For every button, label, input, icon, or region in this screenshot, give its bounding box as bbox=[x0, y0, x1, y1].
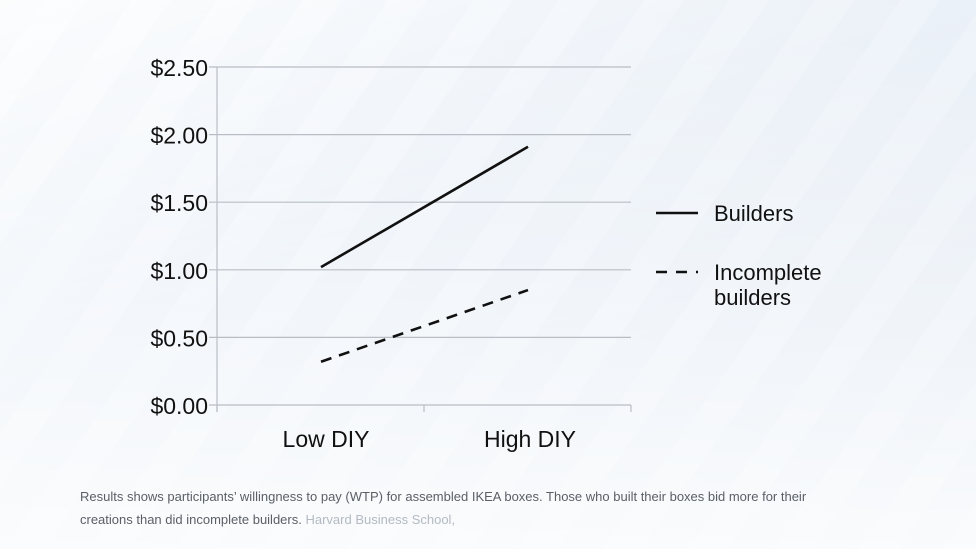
y-tick-label: $1.00 bbox=[150, 258, 208, 284]
caption-credit: Harvard Business School, bbox=[305, 511, 456, 527]
x-axis-ticks: Low DIY High DIY bbox=[283, 426, 576, 452]
legend-label: Builders bbox=[714, 201, 793, 226]
caption-text: Results shows participants’ willingness … bbox=[80, 489, 807, 527]
chart-caption: Results shows participants’ willingness … bbox=[80, 486, 860, 531]
series-line bbox=[320, 288, 529, 363]
y-tick-label: $2.50 bbox=[150, 55, 208, 81]
x-tick-label: High DIY bbox=[484, 426, 576, 452]
series-lines bbox=[320, 145, 529, 363]
line-chart: $0.00 $0.50 $1.00 $1.50 $2.00 $2.50 Low DIY Hi… bbox=[150, 55, 822, 452]
y-tick-label: $1.50 bbox=[150, 190, 208, 216]
y-axis-ticks: $0.00 $0.50 $1.00 $1.50 $2.00 $2.50 bbox=[150, 55, 208, 419]
grid-lines bbox=[209, 66, 632, 412]
x-tick-label: Low DIY bbox=[283, 426, 370, 452]
y-tick-label: $0.00 bbox=[150, 393, 208, 419]
y-tick-label: $2.00 bbox=[150, 123, 208, 149]
y-tick-label: $0.50 bbox=[150, 325, 208, 351]
series-line bbox=[320, 145, 529, 269]
legend-label: Incomplete builders bbox=[714, 260, 822, 310]
legend: Builders Incomplete builders bbox=[656, 201, 822, 310]
